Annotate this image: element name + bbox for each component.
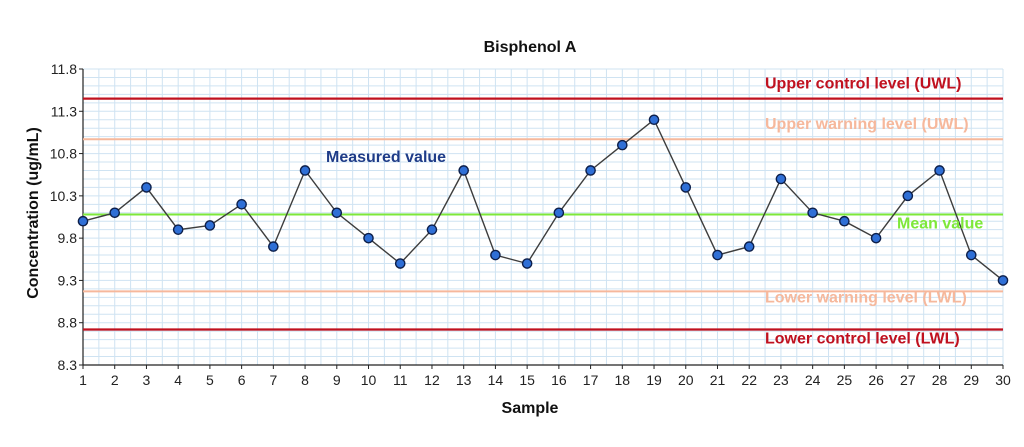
data-point	[204, 220, 216, 231]
x-tick-label: 14	[488, 372, 504, 388]
x-tick-label: 15	[519, 372, 535, 388]
x-tick-label: 29	[963, 372, 979, 388]
x-tick-label: 26	[868, 372, 884, 388]
data-point	[109, 207, 121, 219]
x-tick-label: 19	[646, 372, 662, 388]
data-point	[521, 258, 533, 269]
x-tick-label: 23	[773, 372, 789, 388]
x-tick-label: 17	[583, 372, 599, 388]
x-tick-label: 7	[269, 372, 277, 388]
data-point	[490, 249, 501, 261]
data-point	[743, 241, 755, 252]
data-point	[997, 275, 1009, 286]
data-point	[680, 182, 692, 193]
data-point	[299, 165, 311, 176]
measured-value-line	[82, 118, 1004, 281]
data-point	[394, 258, 406, 269]
data-point	[839, 215, 850, 227]
x-tick-label: 13	[456, 372, 472, 388]
chart-title: Bisphenol A	[484, 39, 577, 56]
x-tick-label: 6	[238, 372, 246, 388]
y-tick-label: 8.8	[58, 315, 78, 331]
x-tick-label: 10	[361, 372, 377, 388]
data-point	[934, 165, 945, 176]
grid	[82, 68, 1004, 366]
x-axis-title: Sample	[502, 400, 559, 417]
data-point	[712, 249, 723, 261]
y-tick-label: 10.3	[50, 188, 77, 204]
upper-warning-label: Upper warning level (UWL)	[765, 116, 969, 133]
data-point	[553, 207, 565, 219]
axes: 8.38.89.39.810.310.811.311.81 2 3 4 5 6 7 8 9 10 1…	[50, 61, 1011, 388]
lower-control-label: Lower control level (LWL)	[765, 330, 960, 347]
data-point	[617, 139, 628, 151]
y-tick-label: 10.8	[50, 146, 77, 162]
data-point	[458, 165, 469, 176]
x-tick-label: 3	[143, 372, 151, 388]
data-point	[236, 199, 247, 210]
mean-label: Mean value	[897, 215, 983, 232]
data-point	[648, 114, 660, 126]
data-point	[775, 173, 787, 185]
data-point	[807, 207, 818, 219]
x-tick-label: 20	[678, 372, 694, 388]
x-tick-label: 18	[615, 372, 631, 388]
data-point	[870, 232, 882, 244]
data-point	[77, 215, 89, 227]
x-tick-label: 30	[995, 372, 1011, 388]
y-axis-title: Concentration (ug/mL)	[25, 127, 42, 299]
data-point	[363, 232, 374, 244]
x-tick-label: 12	[424, 372, 440, 388]
x-tick-label: 25	[837, 372, 853, 388]
y-tick-label: 11.8	[51, 61, 77, 77]
data-point	[331, 207, 343, 219]
x-tick-label: 1	[79, 372, 87, 388]
labels: Bisphenol A Sample Concentration (ug/mL)…	[25, 39, 983, 417]
x-tick-label: 16	[551, 372, 567, 388]
x-tick-label: 22	[741, 372, 757, 388]
reference-lines	[83, 97, 1003, 331]
data-point	[268, 241, 279, 252]
x-tick-label: 24	[805, 372, 821, 388]
x-tick-label: 9	[333, 372, 341, 388]
x-tick-label: 2	[111, 372, 119, 388]
data-point	[426, 224, 438, 235]
upper-control-label: Upper control level (UWL)	[765, 76, 961, 93]
x-tick-label: 28	[932, 372, 948, 388]
data-point	[141, 182, 152, 193]
x-tick-label: 21	[710, 372, 726, 388]
data-point	[965, 249, 977, 261]
data-point	[585, 165, 596, 176]
y-tick-label: 11.3	[51, 103, 77, 119]
y-tick-label: 9.3	[58, 272, 78, 288]
lower-warning-label: Lower warning level (LWL)	[765, 289, 967, 306]
measured-value-annotation: Measured value	[326, 149, 446, 166]
x-tick-label: 5	[206, 372, 214, 388]
measured-series	[77, 114, 1009, 286]
x-tick-label: 8	[301, 372, 309, 388]
y-tick-label: 9.8	[58, 230, 78, 246]
data-point	[902, 190, 914, 202]
data-point	[172, 224, 184, 235]
x-tick-label: 11	[393, 372, 408, 388]
x-tick-label: 27	[900, 372, 916, 388]
y-tick-label: 8.3	[58, 357, 78, 373]
x-tick-label: 4	[174, 372, 182, 388]
